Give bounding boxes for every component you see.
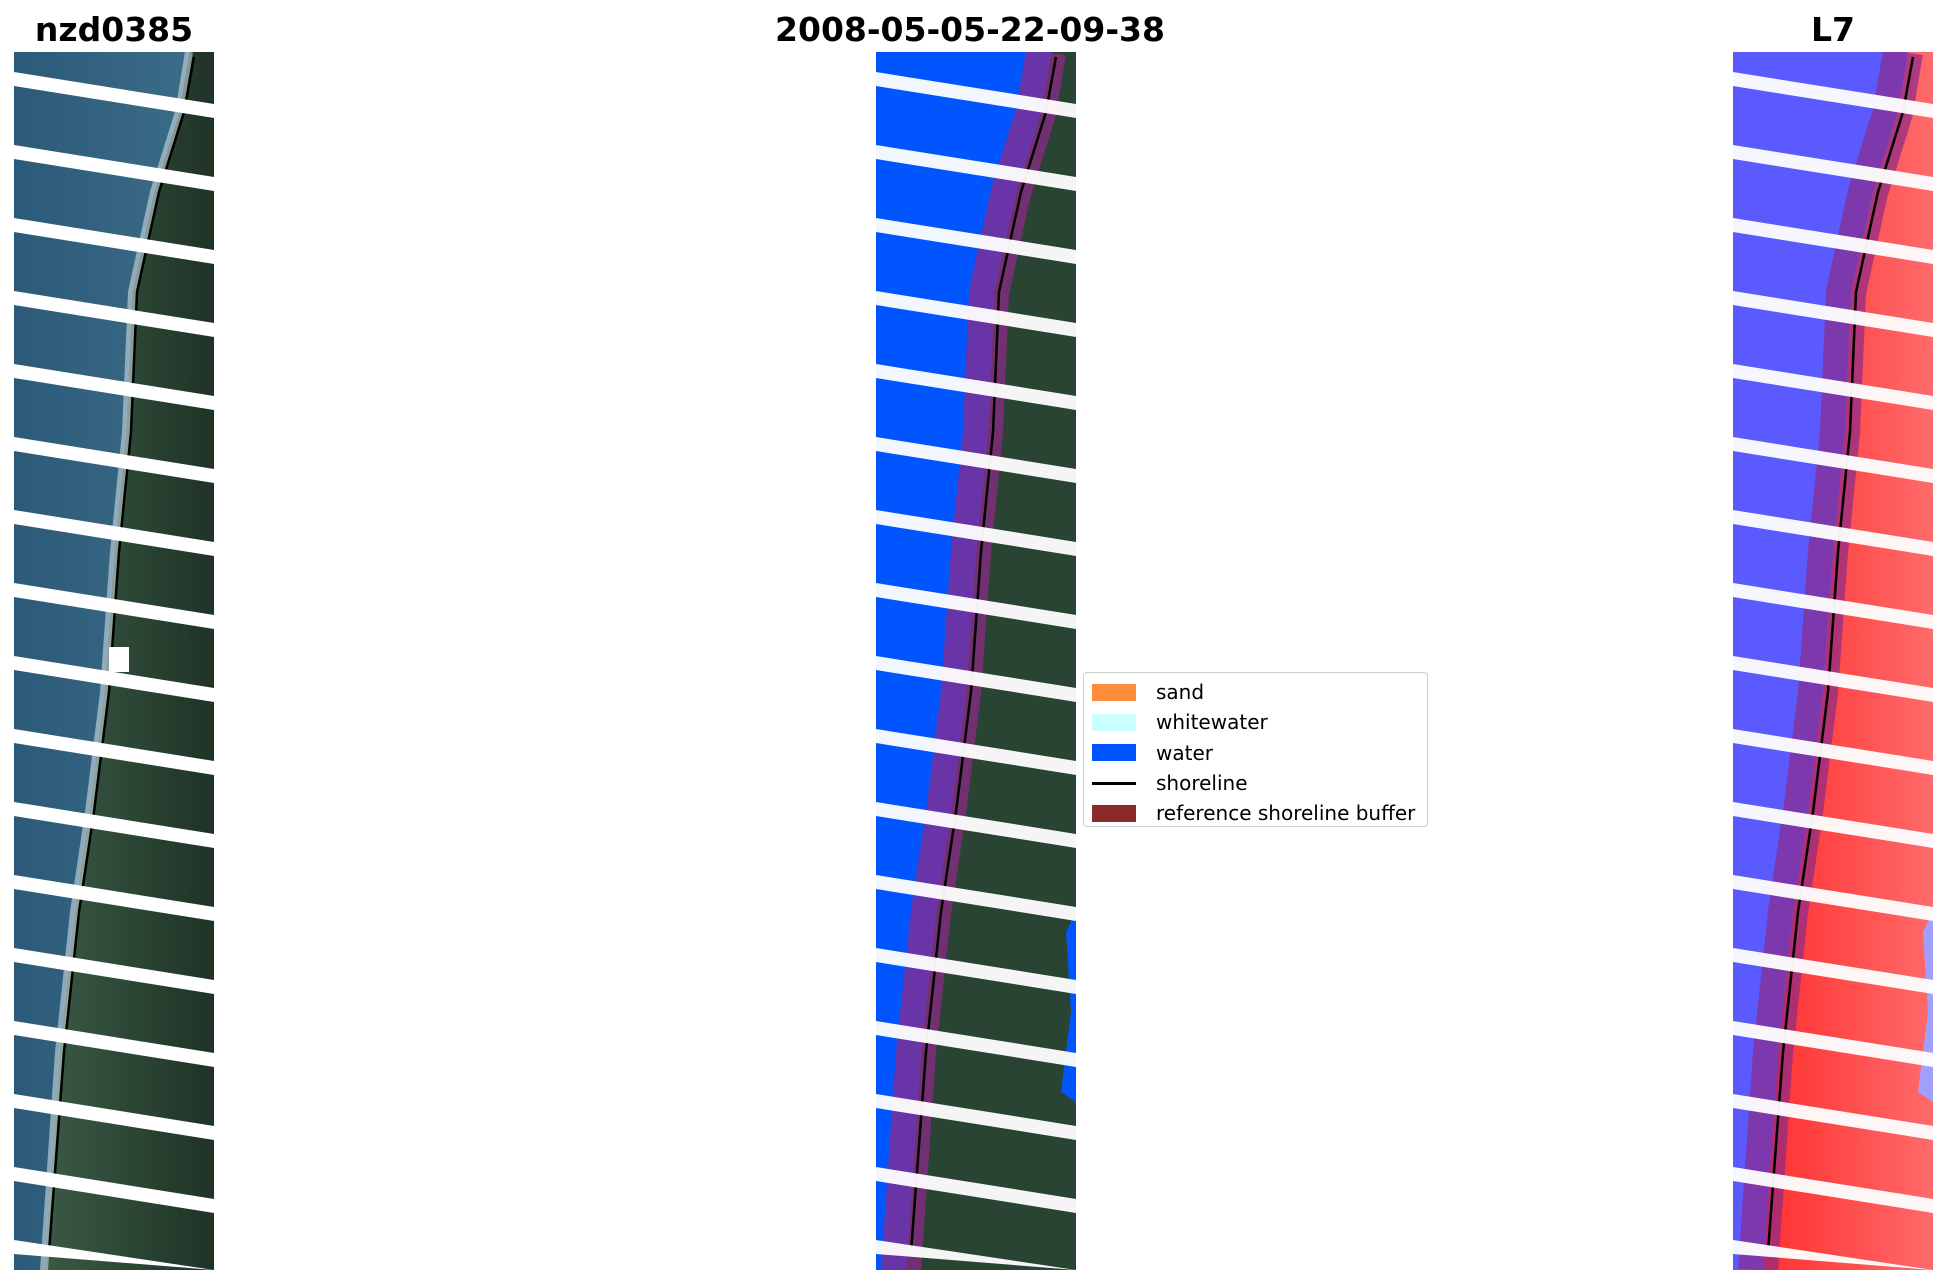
legend-item-sand: sand (1092, 677, 1419, 707)
legend-item-whitewater: whitewater (1092, 707, 1419, 737)
panel-title-date: 2008-05-05-22-09-38 (775, 10, 1165, 49)
legend-item-buffer: reference shoreline buffer (1092, 798, 1419, 828)
legend-label-whitewater: whitewater (1156, 710, 1268, 735)
legend: sand whitewater water shoreline referenc… (1083, 672, 1428, 827)
cloud-mask-patch (109, 647, 129, 672)
legend-item-shoreline: shoreline (1092, 768, 1419, 798)
legend-label-buffer: reference shoreline buffer (1156, 801, 1416, 826)
whitewater-swatch-icon (1092, 713, 1136, 731)
rgb-image-panel (14, 52, 214, 1270)
classified-image-panel (876, 52, 1076, 1270)
buffer-swatch-icon (1092, 804, 1136, 822)
panel-title-satellite: L7 (1811, 10, 1855, 49)
sand-swatch-icon (1092, 683, 1136, 701)
shoreline-line-icon (1092, 781, 1136, 785)
panel-title-site: nzd0385 (34, 10, 194, 49)
scan-line-gaps (1733, 72, 1933, 1270)
legend-label-sand: sand (1156, 680, 1205, 705)
legend-item-water: water (1092, 738, 1419, 768)
water-swatch-icon (1092, 744, 1136, 762)
legend-label-water: water (1156, 740, 1213, 765)
scan-line-gaps (876, 72, 1076, 1270)
scan-line-gaps (14, 72, 214, 1270)
water-index-panel (1733, 52, 1933, 1270)
legend-label-shoreline: shoreline (1156, 771, 1248, 796)
